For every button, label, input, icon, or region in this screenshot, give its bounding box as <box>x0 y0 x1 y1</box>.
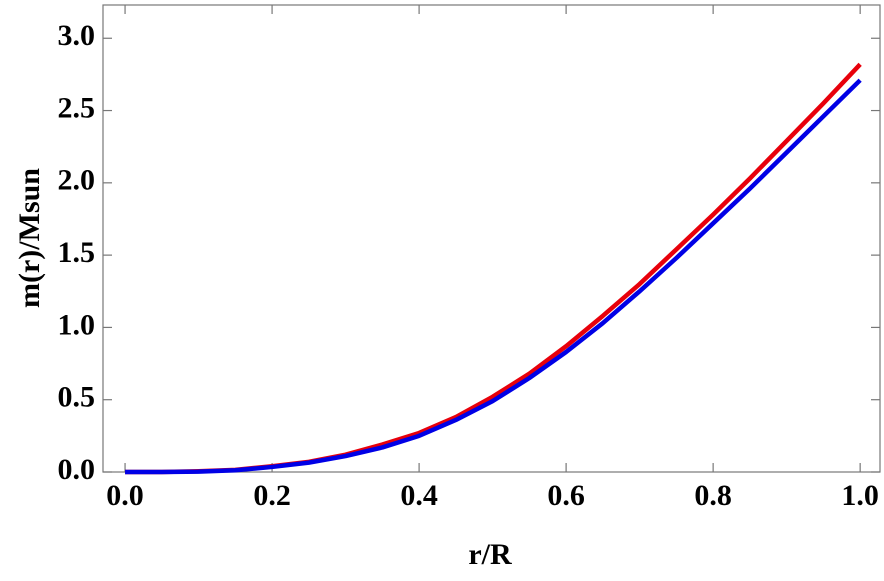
y-tick-label: 1.5 <box>58 236 96 269</box>
x-tick-label: 0.6 <box>547 479 585 512</box>
y-tick-label: 0.0 <box>58 453 96 486</box>
line-series <box>125 62 862 475</box>
y-tick-label: 3.0 <box>58 19 96 52</box>
y-tick-label: 2.5 <box>58 91 96 124</box>
x-tick-label: 0.4 <box>400 479 438 512</box>
x-tick-label: 0.8 <box>694 479 732 512</box>
x-tick-label: 0.2 <box>253 479 291 512</box>
line-series <box>125 78 862 475</box>
y-tick-label: 0.5 <box>58 381 96 414</box>
y-tick-label: 1.0 <box>58 308 96 341</box>
x-tick-label: 0.0 <box>106 479 144 512</box>
x-axis-label: r/R <box>468 538 512 571</box>
plot-frame <box>102 4 881 473</box>
y-tick-label: 2.0 <box>58 164 96 197</box>
y-axis-label: m(r)/Msun <box>13 168 46 308</box>
x-tick-label: 1.0 <box>841 479 879 512</box>
